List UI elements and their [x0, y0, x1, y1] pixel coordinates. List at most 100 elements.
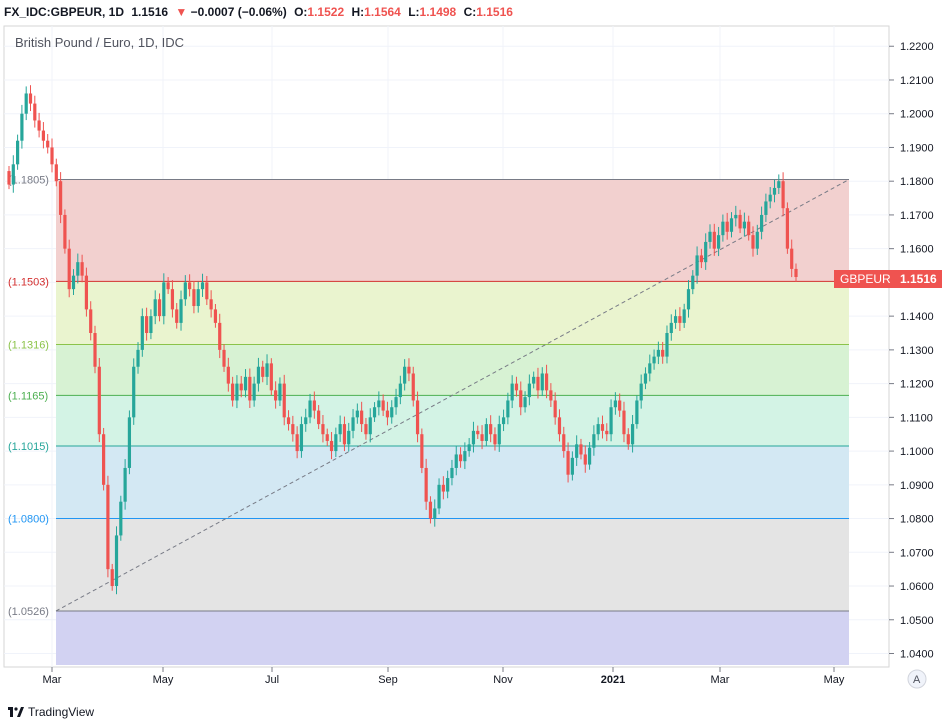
candle-body: [299, 424, 304, 452]
candle-body: [544, 373, 549, 391]
candle-body: [514, 383, 519, 391]
candle-body: [325, 434, 329, 441]
candle-body: [385, 410, 390, 418]
candle-body: [704, 241, 708, 263]
y-tick-label: 1.1600: [900, 244, 934, 256]
candle-body: [446, 478, 450, 492]
candle-body: [489, 424, 493, 435]
candle-series: [7, 85, 798, 595]
footer: TradingView: [0, 700, 947, 724]
price-axis[interactable]: 1.2200 1.2100 1.2000 1.1900 1.1800 1.1700 1.16…: [889, 41, 934, 661]
candle-body: [575, 444, 579, 458]
fib-level-label: (1.1015): [8, 441, 49, 453]
candle-body: [355, 410, 359, 418]
tradingview-logo[interactable]: TradingView: [8, 705, 94, 719]
candle-body: [265, 363, 269, 377]
y-tick-label: 1.1900: [900, 142, 934, 154]
auto-scale-button[interactable]: A: [907, 669, 927, 689]
candle-body: [467, 444, 471, 452]
candle-body: [751, 235, 755, 249]
candle-body: [329, 440, 334, 452]
candle-body: [428, 501, 433, 519]
candle-body: [110, 569, 114, 587]
candle-body: [196, 289, 200, 307]
candle-body: [166, 282, 170, 290]
candle-body: [605, 430, 609, 435]
candle-body: [626, 434, 630, 445]
chart-title: British Pound / Euro, 1D, IDC: [15, 35, 184, 50]
open-label: O:: [294, 5, 308, 19]
candle-body: [579, 444, 583, 455]
candle-body: [532, 376, 536, 384]
candle-body: [308, 400, 312, 418]
candle-body: [364, 424, 368, 435]
x-tick-label: Mar: [43, 674, 62, 686]
candle-body: [566, 451, 570, 475]
candle-body: [347, 430, 351, 445]
candle-body: [785, 208, 789, 249]
candle-body: [360, 410, 364, 425]
change-arrow-icon: ▼: [175, 5, 188, 19]
candle-body: [200, 282, 205, 290]
candle-body: [699, 255, 703, 263]
close-label: C:: [463, 5, 477, 19]
candle-body: [553, 400, 557, 418]
time-axis[interactable]: Mar May Jul Sep Nov 2021 Mar May: [43, 667, 845, 686]
close-value: 1.1516: [476, 5, 513, 19]
candle-body: [557, 417, 562, 435]
candle-body: [372, 407, 377, 418]
candle-body: [394, 397, 398, 408]
candle-body: [157, 299, 162, 317]
candle-body: [725, 221, 729, 232]
fib-band: [56, 518, 849, 611]
candle-body: [755, 231, 759, 249]
brand-name: TradingView: [28, 705, 95, 719]
y-tick-label: 1.2100: [900, 75, 934, 87]
candle-body: [437, 484, 441, 509]
candle-body: [175, 309, 179, 323]
candle-body: [317, 410, 321, 425]
fib-band: [56, 610, 849, 665]
candle-body: [304, 417, 308, 425]
candle-body: [450, 467, 454, 479]
candle-body: [312, 400, 316, 411]
price-tag-value: 1.1516: [900, 272, 937, 286]
fib-band: [56, 446, 849, 519]
candle-body: [248, 376, 252, 401]
chart-canvas[interactable]: (1.1805) (1.1503) (1.1316) (1.1165) (1.1015)…: [0, 24, 947, 700]
candle-body: [183, 282, 187, 300]
candle-body: [252, 383, 256, 401]
y-tick-label: 1.1300: [900, 345, 934, 357]
symbol-name[interactable]: FX_IDC:GBPEUR, 1D: [4, 5, 125, 19]
y-tick-label: 1.1400: [900, 311, 934, 323]
candle-body: [84, 275, 89, 310]
candle-body: [742, 221, 746, 229]
candle-body: [76, 262, 80, 276]
candle-body: [295, 434, 299, 452]
symbol-header: FX_IDC:GBPEUR, 1D 1.1516 ▼ −0.0007 (−0.0…: [0, 0, 947, 24]
candle-body: [587, 447, 592, 465]
candle-body: [20, 113, 24, 141]
candle-body: [497, 424, 501, 445]
y-tick-label: 1.1700: [900, 210, 934, 222]
candle-body: [218, 322, 222, 350]
candle-body: [205, 282, 209, 300]
candle-body: [764, 201, 768, 215]
candle-body: [261, 366, 265, 377]
candle-body: [708, 231, 712, 242]
candle-body: [415, 400, 420, 435]
candle-body: [119, 501, 123, 536]
candle-body: [403, 366, 407, 384]
candle-body: [570, 457, 574, 475]
candle-body: [192, 289, 196, 307]
fib-level-label: (1.0526): [8, 606, 49, 618]
candle-body: [781, 181, 785, 209]
candle-body: [622, 410, 626, 435]
candle-body: [540, 373, 544, 391]
x-tick-label: May: [824, 674, 845, 686]
fib-retracement[interactable]: (1.1805) (1.1503) (1.1316) (1.1165) (1.1015)…: [8, 175, 850, 665]
candle-body: [351, 417, 355, 431]
y-tick-label: 1.2000: [900, 109, 934, 121]
candle-body: [772, 187, 777, 195]
price-tag-symbol: GBPEUR: [840, 272, 891, 286]
